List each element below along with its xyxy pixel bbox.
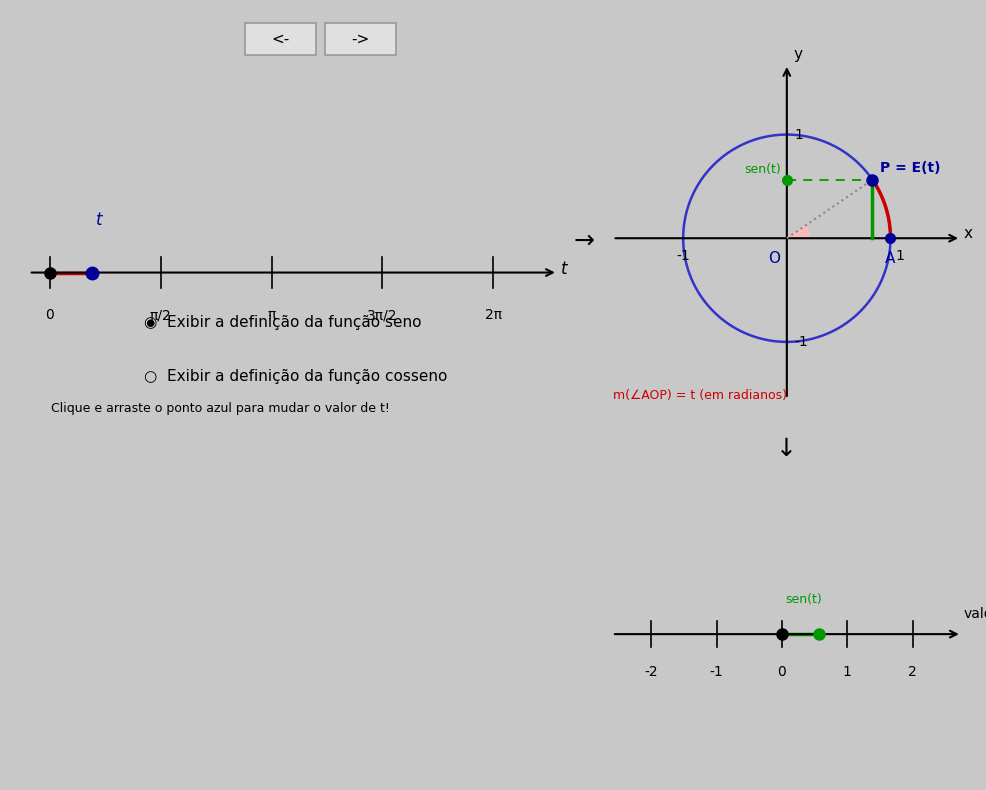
Text: 1: 1 xyxy=(794,127,803,141)
Text: A: A xyxy=(885,250,895,265)
Text: t: t xyxy=(561,260,568,277)
Text: -1: -1 xyxy=(676,249,690,262)
Text: 1: 1 xyxy=(843,664,852,679)
Text: P = E(t): P = E(t) xyxy=(880,160,940,175)
Text: -2: -2 xyxy=(645,664,658,679)
Text: ↓: ↓ xyxy=(776,437,798,461)
Text: m(∠AOP) = t (em radianos): m(∠AOP) = t (em radianos) xyxy=(612,389,787,402)
Text: t: t xyxy=(96,211,103,229)
Text: 0: 0 xyxy=(778,664,786,679)
Text: sen(t): sen(t) xyxy=(743,163,781,175)
Text: <-: <- xyxy=(271,32,290,47)
Text: x: x xyxy=(963,226,972,240)
Text: O: O xyxy=(769,250,781,265)
Text: ○  Exibir a definição da função cosseno: ○ Exibir a definição da função cosseno xyxy=(144,369,448,384)
Text: π: π xyxy=(267,308,276,322)
Text: y: y xyxy=(793,47,802,62)
FancyBboxPatch shape xyxy=(325,23,396,55)
Wedge shape xyxy=(787,225,810,239)
Text: sen(t): sen(t) xyxy=(786,592,822,606)
Text: ◉  Exibir a definição da função seno: ◉ Exibir a definição da função seno xyxy=(144,315,421,330)
Text: -1: -1 xyxy=(710,664,724,679)
FancyBboxPatch shape xyxy=(246,23,317,55)
Text: 3π/2: 3π/2 xyxy=(367,308,397,322)
Text: -1: -1 xyxy=(794,335,808,349)
Text: →: → xyxy=(573,229,595,253)
Text: 2π: 2π xyxy=(484,308,502,322)
Text: 1: 1 xyxy=(895,249,904,262)
Text: 2: 2 xyxy=(908,664,917,679)
Text: ->: -> xyxy=(351,32,370,47)
Text: valor: valor xyxy=(963,607,986,621)
Text: 0: 0 xyxy=(45,308,54,322)
Text: Clique e arraste o ponto azul para mudar o valor de t!: Clique e arraste o ponto azul para mudar… xyxy=(50,402,389,415)
Text: π/2: π/2 xyxy=(150,308,172,322)
